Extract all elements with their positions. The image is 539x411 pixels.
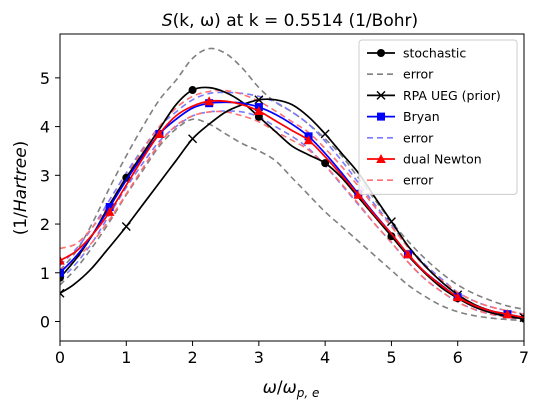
title-func: S — [162, 11, 173, 31]
series-7-point — [154, 128, 165, 138]
series-7-point — [403, 249, 413, 259]
series-3-point — [188, 134, 198, 144]
series-line-2 — [60, 118, 524, 322]
series-4-point — [60, 268, 64, 277]
series-7-point — [502, 309, 513, 319]
series-3-point — [386, 217, 396, 227]
series-line-1 — [60, 47, 524, 311]
x-tick-label: 6 — [453, 348, 463, 367]
title-args: (k, ω) — [173, 11, 221, 31]
series-0-point — [188, 86, 197, 95]
y-tick-label: 4 — [40, 118, 50, 137]
title-rest: at k = 0.5514 (1/Bohr) — [221, 11, 418, 31]
series-line-8 — [60, 89, 524, 315]
legend-marker — [377, 112, 385, 121]
legend-marker — [377, 49, 385, 57]
legend-box — [358, 39, 518, 195]
series-3-point — [121, 221, 131, 231]
series-0-point — [321, 159, 330, 168]
series-line-9 — [60, 110, 524, 321]
legend-label: error — [403, 130, 434, 145]
series-line-3 — [60, 98, 524, 319]
y-tick-label: 2 — [40, 215, 50, 234]
series-7-point — [254, 105, 264, 115]
legend-label: Bryan — [403, 109, 440, 124]
y-tick-label: 3 — [40, 166, 50, 185]
series-7-point — [60, 255, 65, 265]
axes-layer: 0 1 2 3 4 5 6 7 0 1 2 3 4 5 — [40, 33, 529, 367]
series-7-point — [303, 135, 314, 145]
y-axis-label: (1/Hartree) — [11, 141, 31, 236]
legend-marker — [376, 90, 386, 100]
series-layer — [60, 47, 524, 323]
series-3-point — [60, 288, 65, 298]
x-axis-label: ω/ωp, e — [263, 378, 320, 400]
series-7-point — [204, 96, 214, 106]
series-7-point — [104, 206, 115, 216]
y-tick-label: 5 — [40, 69, 50, 88]
series-line-5 — [60, 91, 524, 315]
x-tick-label: 2 — [187, 348, 197, 367]
x-tick-label: 0 — [55, 348, 65, 367]
legend: stochastic error RPA UEG (prior) Bryan error… — [358, 39, 518, 195]
series-line-0 — [60, 86, 524, 320]
legend-label: stochastic — [403, 46, 466, 61]
x-tick-label: 3 — [254, 348, 264, 367]
y-tick-label: 0 — [40, 313, 50, 332]
series-0-point — [387, 232, 396, 241]
legend-label: error — [403, 173, 434, 188]
legend-label: dual Newton — [403, 152, 482, 167]
series-7-point — [452, 292, 463, 302]
chart-title: S(k, ω) at k = 0.5514 (1/Bohr) — [162, 11, 418, 31]
plot-frame — [59, 33, 525, 342]
legend-label: error — [403, 67, 434, 82]
series-line-7 — [60, 99, 524, 319]
series-3-point — [254, 95, 264, 105]
y-tick-label: 1 — [40, 264, 50, 283]
legend-label: RPA UEG (prior) — [403, 88, 501, 103]
series-3-point — [320, 129, 330, 139]
x-tick-label: 4 — [320, 348, 330, 367]
series-3-point — [519, 313, 524, 323]
legend-marker — [376, 154, 386, 163]
series-7-point — [353, 189, 364, 199]
x-tick-label: 5 — [386, 348, 396, 367]
x-tick-label: 1 — [121, 348, 131, 367]
x-tick-label: 7 — [519, 348, 529, 367]
